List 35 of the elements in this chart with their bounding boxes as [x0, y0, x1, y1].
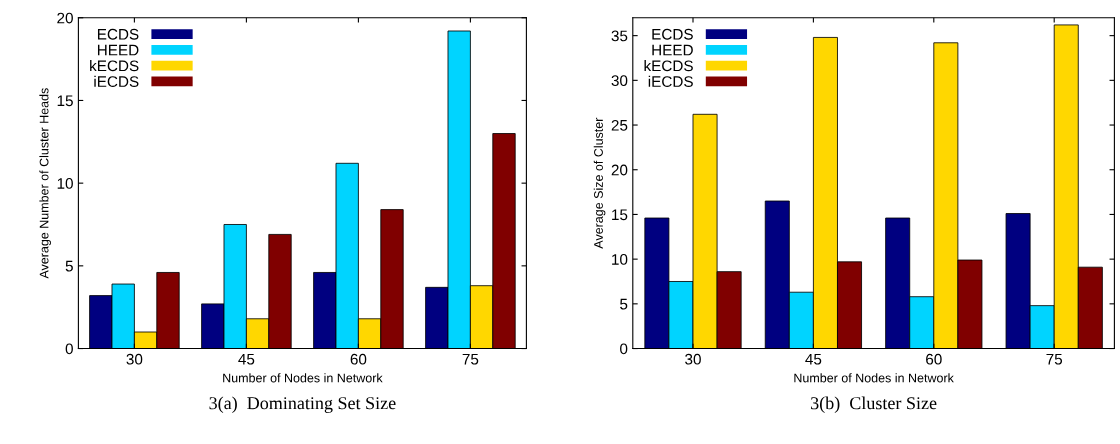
y-tick-label: 20 — [57, 12, 73, 24]
legend-label: kECDS — [90, 59, 139, 72]
y-tick-label: 20 — [611, 164, 628, 176]
legend-label: kECDS — [644, 59, 693, 72]
y-tick-label: 5 — [65, 260, 73, 272]
x-tick-label: 30 — [685, 353, 701, 365]
y-tick-label: 15 — [57, 95, 73, 107]
legend-label: ECDS — [652, 28, 693, 40]
legend-label: iECDS — [94, 75, 139, 87]
y-tick-label: 0 — [620, 343, 628, 355]
y-tick-label: 10 — [612, 254, 628, 265]
legend-label: HEED — [652, 44, 693, 56]
x-tick-label: 75 — [1046, 353, 1063, 365]
x-tick-label: 60 — [926, 353, 942, 365]
y-tick-label: 25 — [611, 119, 628, 131]
y-tick-label: 0 — [65, 343, 73, 355]
y-axis-title: Average Size of Cluster — [593, 117, 606, 249]
x-tick-label: 75 — [462, 353, 479, 365]
x-tick-label: 30 — [126, 353, 143, 365]
y-axis-title: Average Number of Cluster Heads — [39, 88, 51, 279]
x-axis-title: Number of Nodes in Network — [223, 373, 383, 383]
y-tick-label: 5 — [620, 298, 628, 310]
y-tick-label: 35 — [611, 30, 628, 42]
y-tick-label: 10 — [57, 178, 73, 189]
legend-label: ECDS — [97, 28, 139, 40]
y-tick-label: 15 — [612, 209, 628, 221]
x-tick-label: 60 — [350, 353, 367, 365]
x-axis-title: Number of Nodes in Network — [794, 373, 954, 383]
text: 3(b) Cluster Size — [811, 396, 937, 413]
x-tick-label: 45 — [805, 353, 822, 365]
x-tick-label: 45 — [238, 353, 255, 365]
legend-label: iECDS — [648, 75, 693, 87]
text: 3(a) Dominating Set Size — [209, 396, 396, 413]
legend-label: HEED — [97, 44, 139, 56]
y-tick-label: 30 — [611, 75, 628, 87]
